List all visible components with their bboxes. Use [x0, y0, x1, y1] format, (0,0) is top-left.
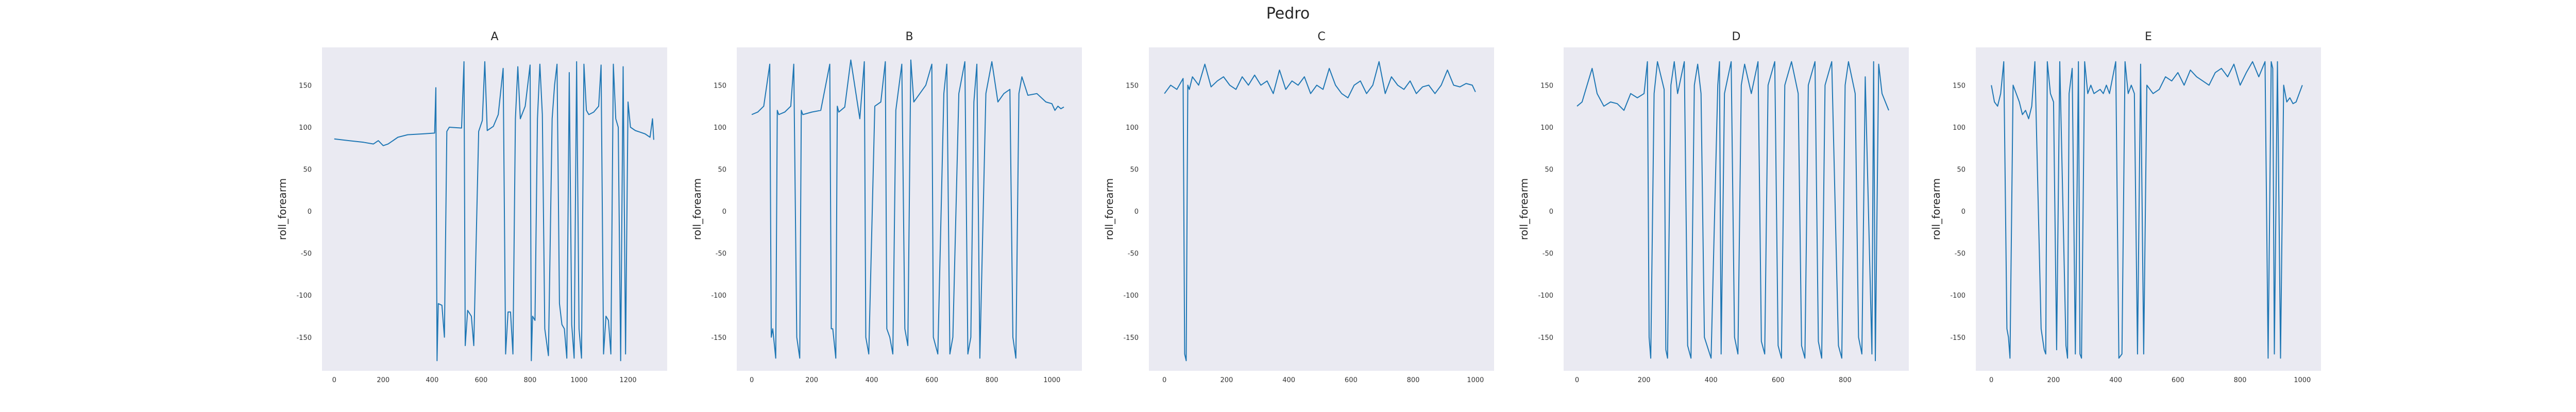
x-tick-label: 1000 — [570, 376, 587, 384]
x-tick-label: 400 — [2109, 376, 2122, 384]
x-tick-label: 0 — [1162, 376, 1166, 384]
plot-area — [322, 47, 667, 371]
panel-C: C 0 200 400 600 800 1000 -150 -100 -50 0 50 100 150 ro… — [1103, 30, 1494, 384]
x-tick-label: 800 — [1839, 376, 1852, 384]
y-tick-label: 50 — [1545, 166, 1553, 174]
series-line-roll-forearm — [1991, 61, 2303, 359]
panel-title: B — [905, 30, 913, 43]
y-tick-label: -50 — [716, 250, 726, 258]
y-tick-label: 100 — [1953, 124, 1965, 132]
x-tick-label: 0 — [1989, 376, 1993, 384]
y-tick-label: -150 — [711, 334, 726, 342]
y-tick-label: -50 — [301, 250, 312, 258]
y-tick-label: 50 — [1130, 166, 1139, 174]
panel-A: A 0 200 400 600 800 1000 1200 -150 -100 -50 0 50 100 1… — [276, 30, 667, 384]
x-tick-label: 200 — [377, 376, 389, 384]
y-tick-label: -50 — [1543, 250, 1553, 258]
x-tick-label: 400 — [426, 376, 438, 384]
panel-title: D — [1732, 30, 1741, 43]
x-tick-label: 0 — [332, 376, 336, 384]
y-tick-label: -150 — [296, 334, 312, 342]
x-tick-label: 200 — [2047, 376, 2060, 384]
x-tick-label: 200 — [1638, 376, 1651, 384]
x-tick-label: 1000 — [2294, 376, 2311, 384]
y-axis-label: roll_forearm — [1103, 178, 1115, 240]
panel-B: B 0 200 400 600 800 1000 -150 -100 -50 0 50 100 150 ro… — [691, 30, 1082, 384]
y-tick-label: 0 — [1549, 208, 1553, 216]
y-tick-label: 150 — [1126, 82, 1139, 90]
x-tick-label: 600 — [2172, 376, 2184, 384]
series-line-roll-forearm — [1164, 61, 1476, 362]
x-tick-label: 600 — [1345, 376, 1358, 384]
y-tick-label: -100 — [711, 292, 726, 300]
x-tick-label: 0 — [750, 376, 754, 384]
y-tick-label: -150 — [1538, 334, 1553, 342]
x-tick-label: 0 — [1575, 376, 1579, 384]
panels: A0 200 400 600 800 1000 1200-150-100-500501001… — [276, 30, 2321, 384]
series-line-roll-forearm — [1577, 61, 1889, 362]
series-line-roll-forearm — [751, 59, 1064, 359]
y-tick-label: 150 — [1953, 82, 1965, 90]
x-tick-label: 1200 — [619, 376, 636, 384]
x-tick-label: 600 — [474, 376, 487, 384]
panel-E: E 0 200 400 600 800 1000 -150 -100 -50 0 50 100 150 ro… — [1930, 30, 2321, 384]
series-line-roll-forearm — [334, 61, 654, 362]
y-tick-label: -50 — [1955, 250, 1965, 258]
x-tick-label: 800 — [2234, 376, 2247, 384]
plot-area — [1976, 47, 2321, 371]
x-tick-label: 800 — [986, 376, 998, 384]
y-tick-label: 50 — [1957, 166, 1965, 174]
x-tick-label: 400 — [1705, 376, 1718, 384]
y-tick-label: 100 — [1540, 124, 1553, 132]
x-tick-label: 800 — [523, 376, 536, 384]
y-axis-label: roll_forearm — [1518, 178, 1530, 240]
y-tick-label: -50 — [1128, 250, 1139, 258]
y-tick-label: 150 — [299, 82, 312, 90]
x-tick-label: 1000 — [1043, 376, 1060, 384]
panel-title: E — [2145, 30, 2152, 43]
y-tick-label: 0 — [308, 208, 312, 216]
y-axis-label: roll_forearm — [276, 178, 289, 240]
y-tick-label: 0 — [722, 208, 726, 216]
y-tick-label: 150 — [714, 82, 726, 90]
y-tick-label: 0 — [1134, 208, 1139, 216]
y-tick-label: -100 — [1538, 292, 1553, 300]
x-tick-label: 400 — [1282, 376, 1295, 384]
y-tick-label: 100 — [1126, 124, 1139, 132]
panel-title: A — [490, 30, 498, 43]
y-tick-label: -100 — [1123, 292, 1139, 300]
y-tick-label: 100 — [299, 124, 312, 132]
y-axis-label: roll_forearm — [691, 178, 703, 240]
x-tick-label: 400 — [866, 376, 878, 384]
panel-D: D 0 200 400 600 800 -150 -100 -50 0 50 100 150 roll_f… — [1518, 30, 1909, 384]
x-tick-label: 200 — [805, 376, 818, 384]
y-tick-label: -100 — [296, 292, 312, 300]
y-tick-label: 150 — [1540, 82, 1553, 90]
y-tick-label: -150 — [1950, 334, 1965, 342]
x-tick-label: 800 — [1407, 376, 1420, 384]
panel-title: C — [1317, 30, 1325, 43]
y-tick-label: -100 — [1950, 292, 1965, 300]
y-tick-label: 0 — [1961, 208, 1965, 216]
x-tick-label: 200 — [1220, 376, 1233, 384]
x-tick-label: 600 — [1772, 376, 1785, 384]
figure-title: Pedro — [1266, 5, 1310, 23]
plot-area — [1149, 47, 1494, 371]
y-tick-label: 50 — [303, 166, 312, 174]
x-tick-label: 600 — [925, 376, 938, 384]
plot-area — [1564, 47, 1909, 371]
y-tick-label: 100 — [714, 124, 726, 132]
y-tick-label: -150 — [1123, 334, 1139, 342]
y-tick-label: 50 — [718, 166, 726, 174]
y-axis-label: roll_forearm — [1930, 178, 1942, 240]
x-tick-label: 1000 — [1467, 376, 1484, 384]
